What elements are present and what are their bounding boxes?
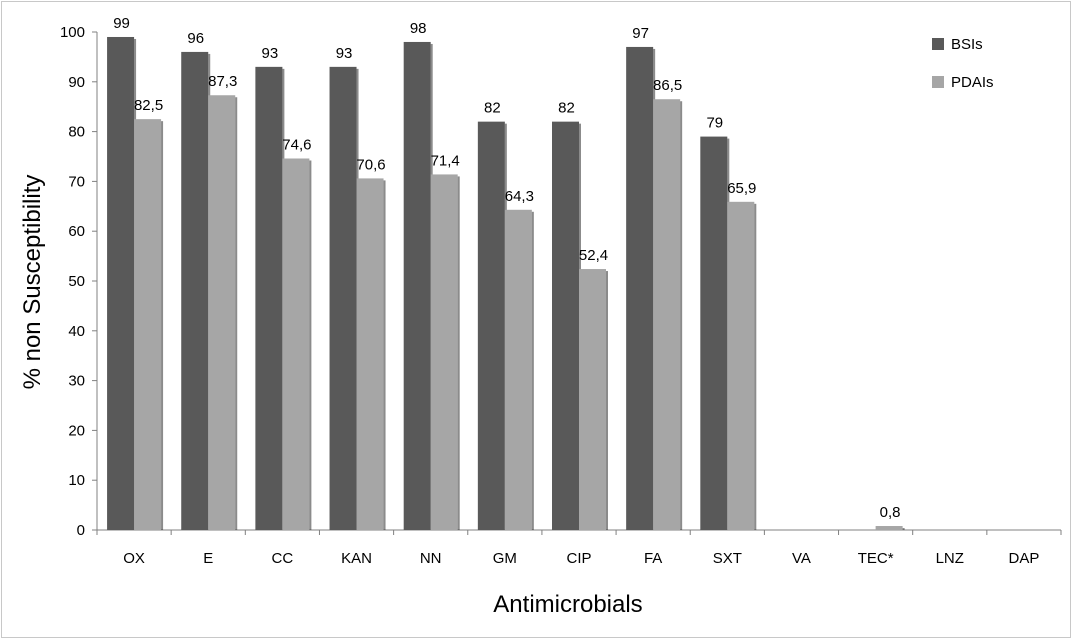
y-tick-label: 20 [68, 422, 85, 439]
bars [107, 36, 905, 531]
bar-pdais-tec [875, 526, 903, 530]
bar-bsis-e [181, 51, 209, 531]
x-tick-label: DAP [1009, 550, 1040, 567]
bar-bsis-kan [329, 66, 357, 531]
bar-pdais-cc [282, 158, 310, 530]
y-tick-label: 60 [68, 223, 85, 240]
data-label: 93 [262, 45, 279, 62]
data-label: 0,8 [880, 504, 901, 521]
y-axis-title: % non Susceptibility [19, 175, 46, 390]
bar-shadow [680, 101, 683, 530]
bar-bsis-gm [477, 121, 505, 530]
y-axis: 0 10 20 30 40 50 60 70 80 90 100 [60, 24, 98, 539]
data-label: 82 [484, 100, 501, 117]
data-label: 96 [187, 30, 204, 47]
bar-bsis-cc [255, 66, 283, 531]
data-label: 86,5 [653, 77, 682, 94]
x-tick-label: VA [792, 550, 811, 567]
data-label: 79 [706, 115, 723, 132]
bar-pdais-ox [134, 119, 162, 531]
bar-pdais-fa [653, 99, 681, 530]
x-tick-label: LNZ [936, 550, 964, 567]
y-tick-label: 70 [68, 173, 85, 190]
y-tick-label: 0 [77, 522, 85, 539]
data-label: 64,3 [505, 188, 534, 205]
y-tick-label: 50 [68, 273, 85, 290]
data-labels: 99 96 93 93 98 82 82 97 79 82,5 87,3 74,6 70,6 71,4 64… [113, 15, 900, 521]
bar-pdais-nn [430, 174, 458, 531]
bar-pdais-gm [504, 209, 532, 530]
y-tick-label: 80 [68, 124, 85, 141]
x-tick-label: KAN [341, 550, 372, 567]
data-label: 87,3 [208, 73, 237, 90]
x-tick-label: NN [420, 550, 442, 567]
legend-swatch-bsis [932, 38, 944, 50]
data-label: 70,6 [356, 156, 385, 173]
bar-shadow [754, 203, 757, 530]
x-axis-title: Antimicrobials [493, 591, 642, 618]
bar-pdais-e [208, 95, 236, 530]
data-label: 52,4 [579, 247, 608, 264]
x-tick-label: TEC* [858, 550, 894, 567]
data-label: 93 [336, 45, 353, 62]
x-tick-label: OX [123, 550, 145, 567]
x-tick-label: FA [644, 550, 662, 567]
x-tick-label: SXT [713, 550, 742, 567]
bar-bsis-fa [626, 46, 654, 530]
legend-swatch-pdais [932, 76, 944, 88]
data-label: 82,5 [134, 97, 163, 114]
bar-shadow [531, 211, 534, 530]
legend-label-pdais: PDAIs [951, 74, 994, 91]
bar-shadow [383, 180, 386, 531]
data-label: 82 [558, 100, 575, 117]
y-tick-label: 100 [60, 24, 85, 41]
data-label: 71,4 [431, 152, 460, 169]
bar-pdais-sxt [727, 201, 755, 530]
bar-bsis-sxt [700, 136, 728, 530]
legend-label-bsis: BSIs [951, 36, 983, 53]
x-axis: OX E CC KAN NN GM CIP FA SXT VA TEC* LNZ DAP [96, 529, 1062, 567]
bar-bsis-cip [552, 121, 579, 530]
data-label: 98 [410, 20, 427, 37]
bar-pdais-cip [579, 269, 606, 530]
bar-bsis-ox [107, 36, 135, 530]
y-tick-label: 90 [68, 74, 85, 91]
x-tick-label: GM [493, 550, 517, 567]
y-tick-label: 40 [68, 323, 85, 340]
data-label: 74,6 [282, 136, 311, 153]
x-tick-label: CIP [566, 550, 591, 567]
x-tick-label: CC [272, 550, 294, 567]
bar-bsis-nn [403, 41, 431, 531]
data-label: 99 [113, 15, 130, 32]
bar-shadow [309, 160, 312, 530]
data-label: 97 [632, 25, 649, 42]
bar-pdais-kan [356, 178, 384, 531]
y-tick-label: 30 [68, 373, 85, 390]
legend: BSIs PDAIs [932, 36, 994, 91]
x-tick-label: E [203, 550, 213, 567]
data-label: 65,9 [727, 180, 756, 197]
bar-shadow [606, 271, 608, 530]
bar-shadow [235, 97, 238, 530]
bar-shadow [457, 176, 460, 531]
y-tick-label: 10 [68, 472, 85, 489]
bar-shadow [161, 121, 164, 531]
bar-shadow [902, 528, 905, 530]
